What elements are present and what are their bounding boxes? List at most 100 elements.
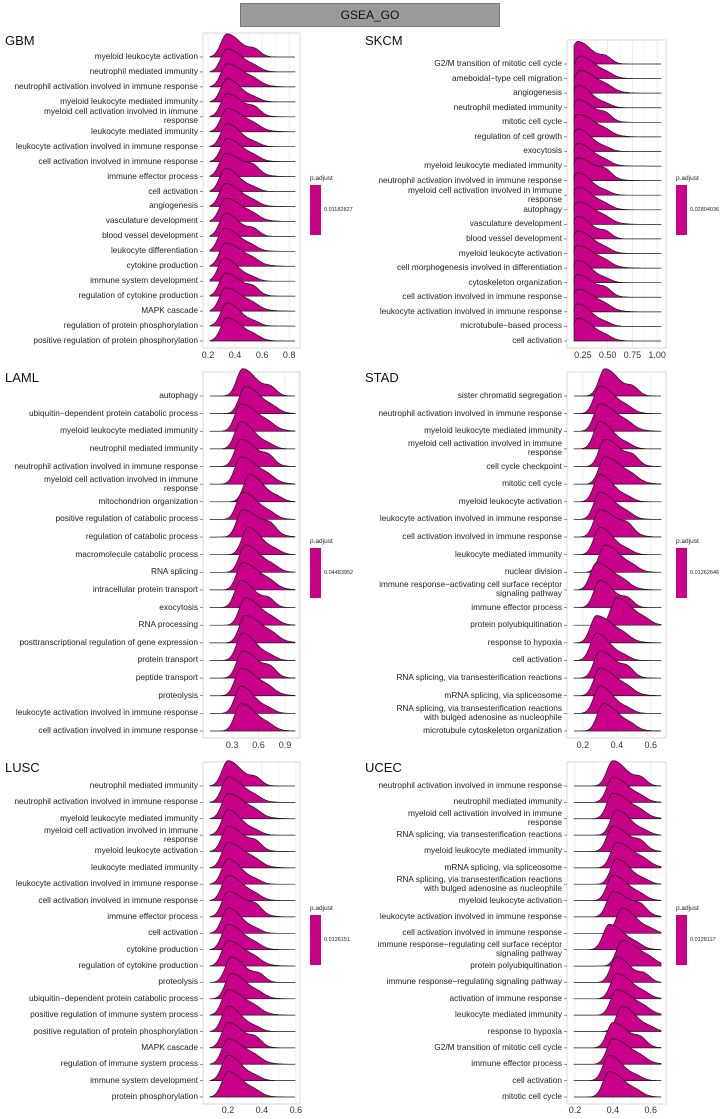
density-ridge (573, 923, 662, 951)
x-tick-label: 0.4 (255, 1105, 269, 1115)
y-category-label: ameboidal−type cell migration (452, 72, 562, 83)
y-category-label: G2/M transition of mitotic cell cycle (434, 58, 562, 68)
density-ridge (573, 842, 662, 869)
density-ridge (209, 491, 296, 520)
density-ridge (210, 703, 296, 732)
y-category-label: protein transport (137, 654, 198, 665)
density-ridge (573, 685, 662, 714)
density-ridge (573, 157, 662, 181)
y-category-label: leukocyte activation involved in immune … (15, 140, 198, 151)
y-category-label: myeloid leukocyte activation (458, 495, 562, 506)
density-ridge (573, 527, 662, 556)
y-category-label: mRNA splicing, via spliceosome (444, 861, 562, 872)
y-category-label: proteolysis (158, 689, 198, 700)
y-category-label: autophagy (523, 203, 562, 214)
density-ridge (573, 491, 662, 520)
density-ridge (573, 874, 662, 901)
density-ridge (573, 274, 662, 298)
density-ridge (573, 474, 662, 503)
x-tick-label: 0.2 (221, 1105, 235, 1115)
density-ridge (573, 973, 662, 1000)
x-tick-label: 0.4 (606, 1105, 620, 1115)
y-category-label: mitochondrion organization (98, 495, 198, 506)
y-category-label: MAPK cascade (141, 305, 198, 316)
y-category-label: myeloid leukocyte activation (458, 894, 562, 905)
y-category-label: neutrophil activation involved in immune… (378, 407, 562, 418)
y-category-label: cell activation involved in immune respo… (38, 155, 198, 166)
density-ridge (209, 317, 295, 342)
legend-title: p.adjust (310, 538, 333, 545)
y-category-label: neutrophil mediated immunity (453, 101, 562, 112)
legend-value: 0.01182827 (324, 207, 353, 213)
density-ridge (209, 403, 296, 432)
y-category-label: RNA splicing, via transesterification re… (396, 873, 562, 893)
density-ridge (573, 1022, 662, 1049)
y-category-label: cell activation (512, 1074, 562, 1085)
y-category-label: immune response−regulating cell surface … (377, 939, 562, 959)
density-ridge (573, 41, 661, 65)
y-category-label: mitotic cell cycle (502, 1091, 562, 1101)
density-ridge (573, 579, 662, 608)
y-category-label: neutrophil activation involved in immune… (14, 80, 198, 91)
y-category-label: mitotic cell cycle (502, 478, 562, 489)
y-category-label: cell activation (512, 335, 562, 345)
y-category-label: regulation of cytokine production (78, 290, 198, 301)
legend-title: p.adjust (676, 175, 699, 182)
y-category-label: immune effector process (107, 910, 198, 921)
y-category-label: leukocyte mediated immunity (455, 1009, 562, 1020)
density-ridge (573, 438, 662, 467)
y-category-label: microtubule−based process (460, 320, 562, 331)
panel-title: UCEC (365, 760, 402, 775)
legend-colorbar (676, 185, 687, 235)
y-category-label: myeloid cell activation involved in immu… (43, 106, 198, 126)
density-ridge (573, 793, 662, 820)
legend-colorbar (310, 548, 321, 598)
y-category-label: cell activation (512, 654, 562, 665)
y-category-label: leukocyte mediated immunity (455, 548, 562, 559)
y-category-label: myeloid leukocyte mediated immunity (60, 812, 198, 823)
density-ridge (209, 509, 296, 538)
density-ridge (573, 99, 662, 123)
y-category-label: blood vessel development (102, 230, 198, 241)
y-category-label: exocytosis (523, 145, 562, 156)
y-category-label: RNA splicing, via transesterification re… (396, 829, 562, 840)
y-category-label: proteolysis (158, 976, 198, 987)
y-category-label: ubiquitin−dependent protein catabolic pr… (28, 992, 198, 1003)
density-ridge (573, 809, 662, 836)
density-ridge (209, 544, 296, 573)
y-category-label: neutrophil activation involved in immune… (14, 460, 198, 471)
y-category-label: MAPK cascade (141, 1041, 198, 1052)
density-ridge (573, 84, 662, 109)
x-tick-label: 0.2 (201, 350, 215, 360)
y-category-label: myeloid leukocyte activation (94, 845, 198, 856)
y-category-label: protein polyubiquitination (470, 960, 562, 971)
y-category-label: sister chromatid segregation (457, 390, 562, 400)
x-tick-label: 0.6 (252, 740, 265, 750)
density-ridge (573, 303, 662, 327)
density-ridge (573, 776, 662, 803)
x-tick-label: 0.9 (278, 740, 292, 750)
x-tick-label: 0.6 (289, 1105, 303, 1115)
panel-title: LUSC (5, 760, 40, 775)
y-category-label: myeloid cell activation involved in immu… (43, 473, 198, 493)
y-category-label: posttranscriptional regulation of gene e… (19, 636, 199, 647)
y-category-label: cell activation (148, 927, 198, 938)
density-ridge (573, 216, 662, 240)
density-ridge (573, 403, 662, 432)
y-category-label: neutrophil activation involved in immune… (378, 780, 562, 790)
y-category-label: myeloid leukocyte mediated immunity (424, 425, 562, 436)
legend-title: p.adjust (310, 175, 333, 182)
density-ridge (573, 1005, 662, 1032)
legend-colorbar (676, 915, 687, 965)
y-category-label: leukocyte activation involved in immune … (379, 910, 562, 921)
x-tick-label: 0.25 (574, 350, 592, 360)
y-category-label: leukocyte mediated immunity (91, 125, 198, 136)
density-ridge (573, 858, 662, 885)
y-category-label: leukocyte activation involved in immune … (15, 878, 198, 889)
density-ridge (209, 385, 296, 414)
density-ridge (573, 318, 661, 342)
legend-value: 0.04483952 (324, 570, 354, 576)
density-ridge (573, 70, 662, 94)
